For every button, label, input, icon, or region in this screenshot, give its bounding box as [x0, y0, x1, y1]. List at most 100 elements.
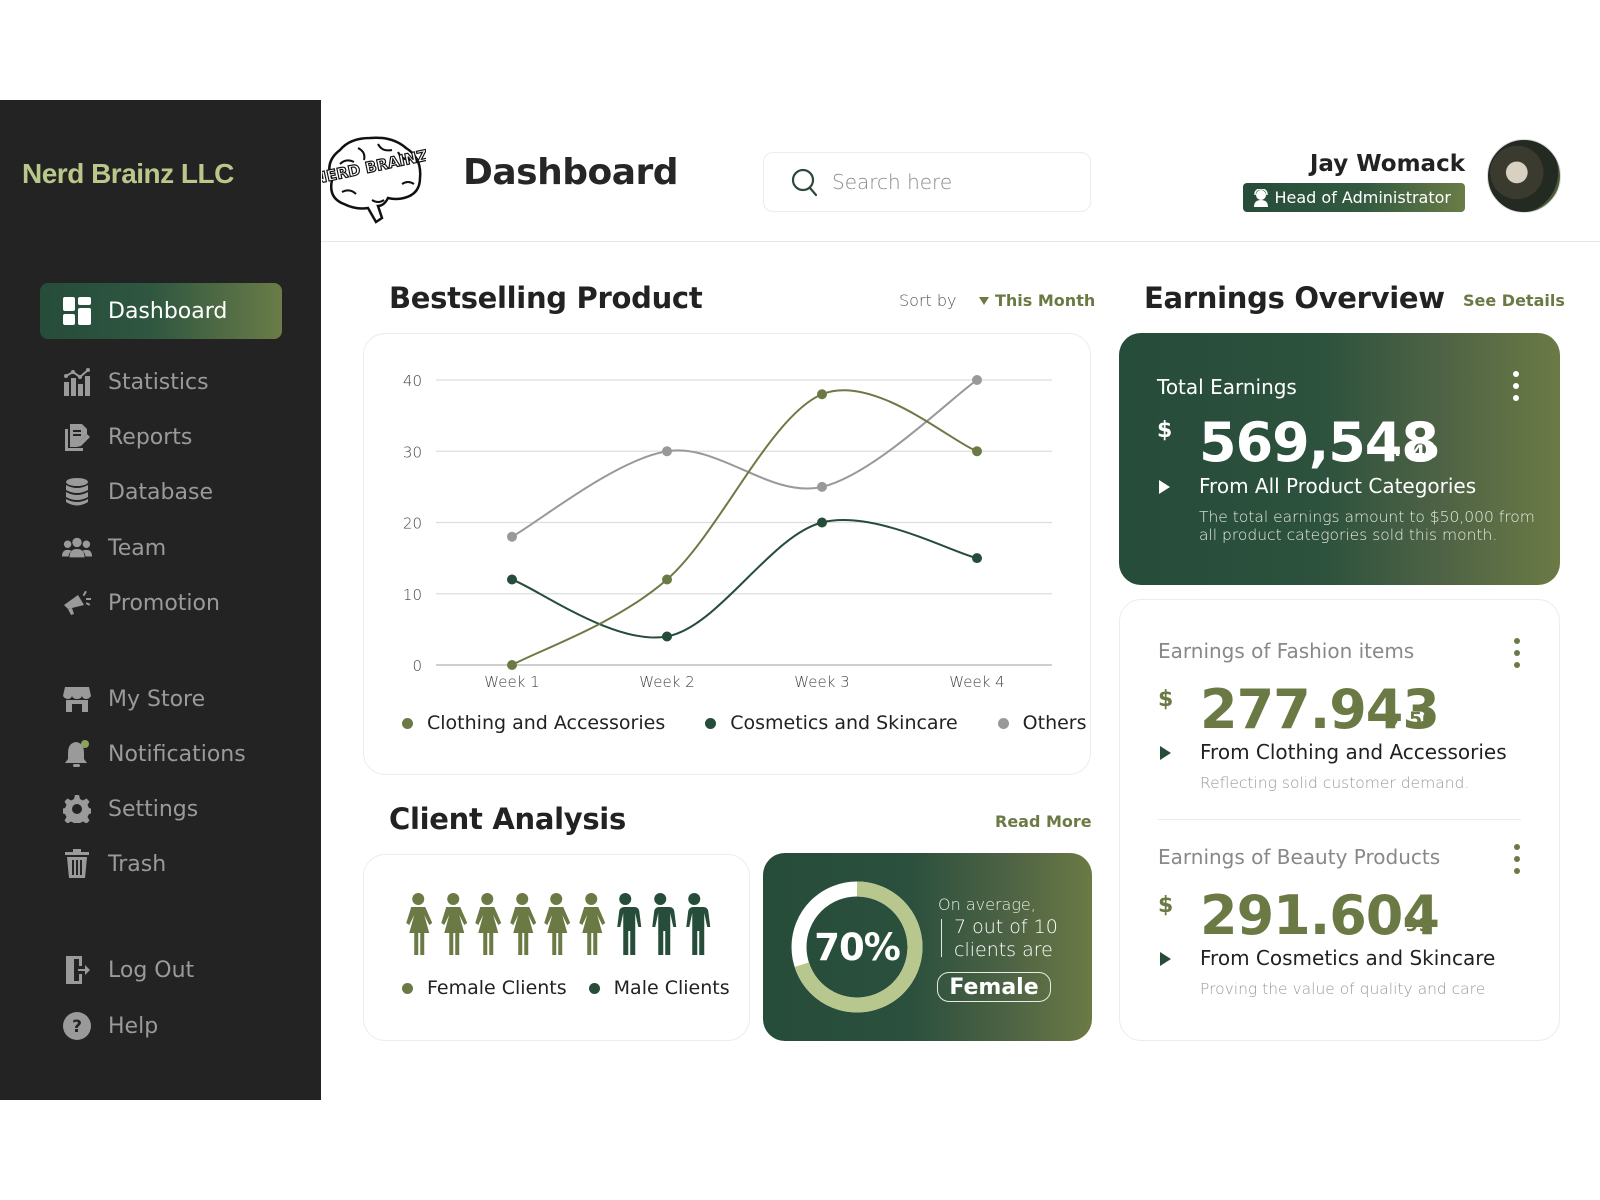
total-amount: 569,548 — [1199, 411, 1439, 474]
currency-symbol: $ — [1157, 418, 1173, 443]
average-stat: 7 out of 10 clients are — [954, 916, 1058, 961]
total-cents: 49 — [1412, 441, 1439, 463]
svg-text:10: 10 — [403, 586, 422, 604]
sidebar-item-label: Notifications — [108, 741, 246, 767]
fashion-description: Reflecting solid customer demand. — [1200, 774, 1470, 792]
currency-symbol: $ — [1158, 687, 1174, 712]
brand-name: Nerd Brainz LLC — [22, 158, 234, 189]
sidebar-item-dashboard[interactable]: Dashboard — [40, 283, 282, 339]
search-icon — [791, 168, 818, 197]
sidebar-item-label: Promotion — [108, 590, 220, 616]
sidebar: Nerd Brainz LLC Dashboard Statistics Rep… — [0, 100, 321, 1100]
legend-female: Female Clients — [402, 977, 567, 999]
sidebar-item-team[interactable]: Team — [40, 520, 282, 576]
read-more-link[interactable]: Read More — [995, 812, 1092, 831]
database-icon — [62, 477, 92, 507]
gear-icon — [62, 794, 92, 824]
card-divider — [1158, 819, 1521, 820]
role-badge: Head of Administrator — [1242, 183, 1465, 212]
currency-symbol: $ — [1158, 893, 1174, 918]
average-text: On average, — [938, 895, 1036, 914]
fashion-earnings-label: Earnings of Fashion items — [1158, 639, 1415, 663]
sidebar-item-label: Statistics — [108, 369, 209, 395]
sort-value: This Month — [995, 291, 1096, 310]
category-earnings-card: Earnings of Fashion items $ 277.943 , 50… — [1119, 599, 1560, 1041]
sidebar-item-label: Help — [108, 1013, 159, 1039]
female-person-icon — [436, 893, 471, 961]
beauty-cents: 99 — [1405, 914, 1432, 936]
bestselling-title: Bestselling Product — [389, 281, 703, 315]
more-options-icon[interactable] — [1508, 371, 1524, 401]
sidebar-item-label: Database — [108, 479, 213, 505]
fashion-cents: 50 — [1409, 708, 1436, 730]
svg-text:30: 30 — [403, 443, 422, 461]
user-name: Jay Womack — [1309, 151, 1465, 177]
dashboard-grid-icon — [62, 296, 92, 326]
beauty-amount: 291.604 — [1200, 884, 1440, 947]
sort-dropdown[interactable]: This Month — [979, 291, 1095, 310]
legend-dot-icon — [705, 717, 717, 729]
male-dot-icon — [588, 982, 600, 994]
svg-text:Week 4: Week 4 — [949, 673, 1004, 691]
bar-chart-icon — [62, 367, 92, 397]
sidebar-item-trash[interactable]: Trash — [40, 836, 282, 892]
search-box[interactable] — [763, 152, 1091, 212]
svg-text:40: 40 — [403, 372, 422, 390]
legend-item[interactable]: Clothing and Accessories — [402, 712, 665, 734]
sidebar-item-label: My Store — [108, 686, 206, 712]
more-options-icon[interactable] — [1509, 638, 1525, 668]
fashion-from: From Clothing and Accessories — [1200, 740, 1507, 764]
beauty-earnings-label: Earnings of Beauty Products — [1158, 845, 1441, 869]
total-description: The total earnings amount to $50,000 fro… — [1199, 508, 1535, 544]
female-person-icon — [539, 893, 574, 961]
female-percentage-card: 70% On average, 7 out of 10 clients are … — [763, 853, 1092, 1041]
page-title: Dashboard — [463, 152, 679, 193]
search-input[interactable] — [832, 170, 1072, 194]
sort-label: Sort by — [899, 291, 957, 310]
client-analysis-title: Client Analysis — [389, 802, 626, 836]
total-earnings-label: Total Earnings — [1157, 375, 1297, 399]
total-earnings-card: Total Earnings $ 569,548 . 49 From All P… — [1119, 333, 1560, 585]
client-gender-card: Female Clients Male Clients — [363, 854, 750, 1041]
sidebar-item-help[interactable]: ? Help — [40, 998, 282, 1054]
avatar[interactable] — [1487, 139, 1561, 213]
total-sep: . — [1394, 439, 1402, 461]
team-icon — [62, 533, 92, 563]
brain-logo: NERD BRAINZ — [312, 134, 430, 224]
percent-label: 70% — [814, 925, 901, 969]
sidebar-item-promotion[interactable]: Promotion — [40, 575, 282, 631]
svg-text:0: 0 — [412, 657, 422, 675]
see-details-link[interactable]: See Details — [1463, 291, 1565, 310]
caret-down-icon — [979, 296, 989, 305]
sidebar-item-label: Team — [108, 535, 167, 561]
sidebar-item-label: Dashboard — [108, 298, 228, 324]
store-icon — [62, 684, 92, 714]
bell-icon — [62, 739, 92, 769]
bestselling-chart-card: 0 10 20 30 40 Week 1 Week 2 Week 3 Week 4 Clothi… — [363, 333, 1091, 775]
earnings-title: Earnings Overview — [1144, 281, 1445, 315]
beauty-description: Proving the value of quality and care — [1200, 980, 1486, 998]
total-from: From All Product Categories — [1199, 474, 1477, 498]
legend-male: Male Clients — [588, 977, 730, 999]
legend-dot-icon — [402, 717, 413, 729]
client-legend: Female Clients Male Clients — [402, 977, 730, 999]
sidebar-item-notifications[interactable]: Notifications — [40, 726, 282, 782]
beauty-from: From Cosmetics and Skincare — [1200, 946, 1496, 970]
sidebar-item-statistics[interactable]: Statistics — [40, 354, 282, 410]
play-arrow-icon — [1160, 952, 1171, 966]
svg-text:20: 20 — [403, 515, 422, 533]
sidebar-item-database[interactable]: Database — [40, 464, 282, 520]
sidebar-item-reports[interactable]: Reports — [40, 409, 282, 465]
fashion-amount: 277.943 — [1200, 678, 1440, 741]
sidebar-item-label: Reports — [108, 424, 193, 450]
sidebar-item-my-store[interactable]: My Store — [40, 671, 282, 727]
sidebar-item-settings[interactable]: Settings — [40, 781, 282, 837]
chart-legend: Clothing and Accessories Cosmetics and Sk… — [402, 712, 1087, 734]
more-options-icon[interactable] — [1509, 844, 1525, 874]
line-chart: 0 10 20 30 40 Week 1 Week 2 Week 3 Week 4 — [403, 372, 1052, 691]
legend-item[interactable]: Cosmetics and Skincare — [705, 712, 958, 734]
legend-item[interactable]: Others — [997, 712, 1087, 734]
sidebar-item-log-out[interactable]: Log Out — [40, 942, 282, 998]
svg-text:Week 1: Week 1 — [484, 673, 539, 691]
donut-chart — [791, 881, 923, 1013]
